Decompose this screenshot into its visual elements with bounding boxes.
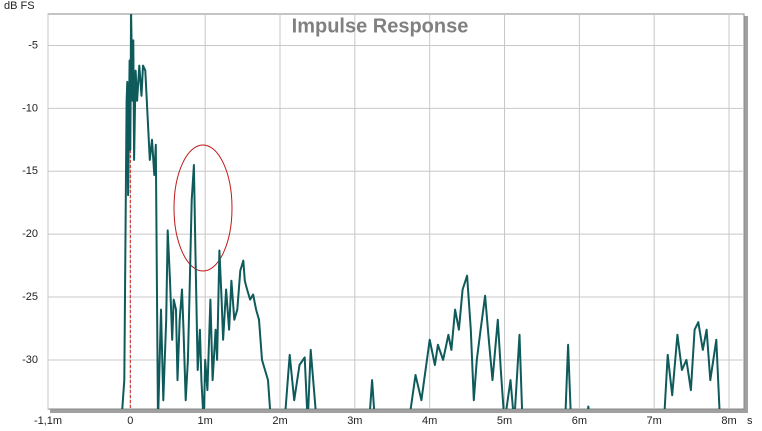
x-tick-label: 2m bbox=[272, 415, 287, 427]
x-tick-label: 0 bbox=[127, 415, 133, 427]
y-tick-label: -15 bbox=[22, 165, 38, 177]
y-tick-label: -10 bbox=[22, 102, 38, 114]
line-series bbox=[121, 14, 721, 409]
x-tick-label: 5m bbox=[497, 415, 512, 427]
x-tick-label: 3m bbox=[347, 415, 362, 427]
y-tick-label: -30 bbox=[22, 354, 38, 366]
highlight-ellipse bbox=[173, 144, 233, 272]
y-tick-label: -5 bbox=[28, 39, 38, 51]
x-tick-label: -1,1m bbox=[34, 415, 62, 427]
chart-title: Impulse Response bbox=[292, 15, 469, 37]
y-tick-label: -20 bbox=[22, 228, 38, 240]
x-tick-label: 1m bbox=[198, 415, 213, 427]
x-tick-label: 4m bbox=[422, 415, 437, 427]
plot-area bbox=[47, 13, 745, 410]
y-axis-label: dB FS bbox=[4, 0, 35, 12]
x-tick-label: 6m bbox=[572, 415, 587, 427]
x-axis-label: s bbox=[747, 415, 753, 427]
y-tick-label: -25 bbox=[22, 291, 38, 303]
x-tick-label: 8m bbox=[721, 415, 736, 427]
x-tick-label: 7m bbox=[647, 415, 662, 427]
data bbox=[121, 14, 721, 409]
